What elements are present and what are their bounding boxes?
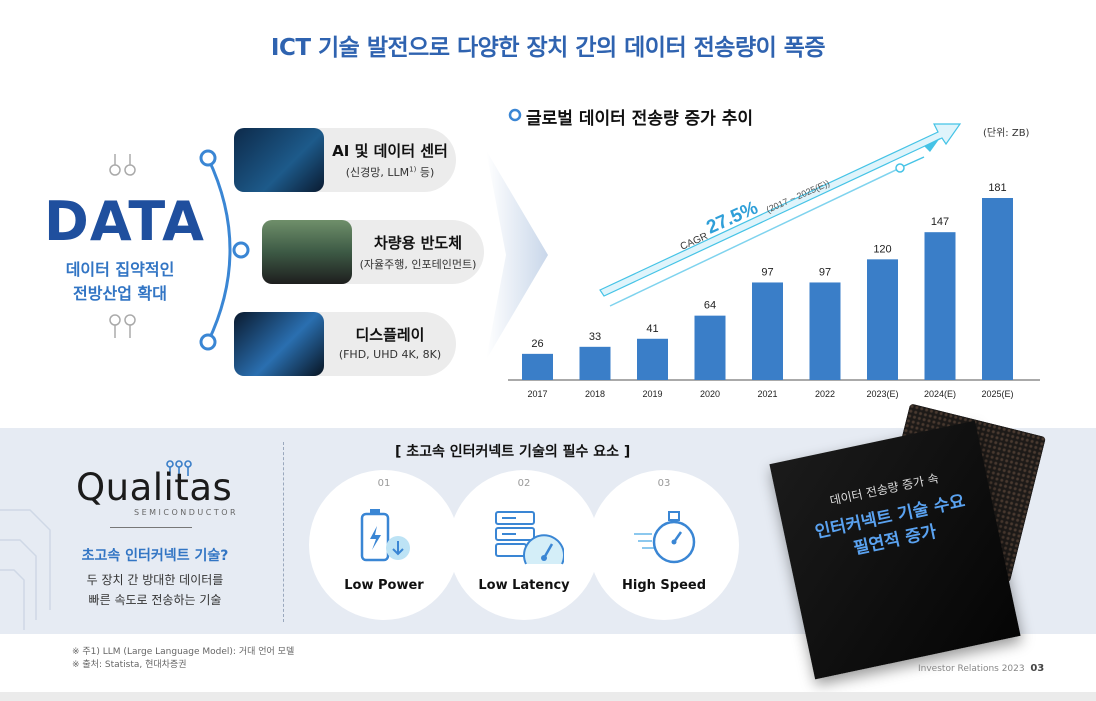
value-label-2019: 41 bbox=[646, 323, 658, 335]
value-label-2023(E): 120 bbox=[873, 243, 891, 255]
car-dashboard-image bbox=[262, 220, 352, 284]
server-gauge-icon bbox=[495, 511, 564, 565]
qualitas-divider bbox=[110, 527, 192, 528]
bar-2023(E) bbox=[867, 259, 898, 380]
bar-2025(E) bbox=[982, 198, 1013, 380]
tick-label-2018: 2018 bbox=[585, 389, 605, 399]
footnote-source: ※ 출처: Statista, 현대차증권 bbox=[72, 660, 187, 670]
chart-title: 글로벌 데이터 전송량 증가 추이 bbox=[526, 109, 753, 129]
data-word: DATA bbox=[44, 190, 205, 253]
bar-chart: CAGR 27.5% (2017 ~ 2025(E)) 26 2017 33 2018… bbox=[508, 123, 1040, 399]
curve-connector bbox=[199, 149, 250, 351]
pill-display: 디스플레이 (FHD, UHD 4K, 8K) bbox=[234, 312, 456, 376]
requirement-low-latency: 02 Low Latency bbox=[449, 470, 599, 620]
tick-label-2024(E): 2024(E) bbox=[924, 389, 956, 399]
bar-2017 bbox=[522, 353, 553, 380]
value-label-2022: 97 bbox=[819, 266, 831, 278]
requirements-title: [ 초고속 인터커넥트 기술의 필수 요소 ] bbox=[395, 444, 631, 460]
left-caption: 데이터 집약적인 전방산업 확대 bbox=[65, 260, 175, 303]
ai-chip-image bbox=[234, 128, 324, 192]
qualitas-logo-mark bbox=[166, 460, 192, 476]
value-label-2021: 97 bbox=[761, 266, 773, 278]
qualitas-logo-sub: SEMICONDUCTOR bbox=[134, 508, 239, 517]
connector-icon-bottom bbox=[109, 314, 136, 338]
tick-label-2017: 2017 bbox=[527, 389, 547, 399]
stopwatch-icon bbox=[634, 511, 696, 564]
tick-label-2019: 2019 bbox=[642, 389, 662, 399]
interconnect-definition: 두 장치 간 방대한 데이터를 빠른 속도로 전송하는 기술 bbox=[86, 573, 224, 607]
bar-2022 bbox=[809, 282, 841, 380]
circuit-decoration bbox=[0, 509, 51, 630]
pill-automotive: 차량용 반도체 (자율주행, 인포테인먼트) bbox=[262, 220, 484, 284]
footer: Investor Relations 2023 03 bbox=[918, 663, 1045, 674]
bar-2021 bbox=[752, 282, 783, 380]
bar-2024(E) bbox=[924, 232, 956, 380]
cagr-period: (2017 ~ 2025(E)) bbox=[765, 178, 831, 215]
battery-icon bbox=[360, 509, 410, 562]
value-label-2024(E): 147 bbox=[931, 216, 949, 228]
requirement-high-speed: 03 High Speed bbox=[589, 470, 739, 620]
bottom-strip bbox=[0, 692, 1096, 701]
bullet-ring-icon bbox=[508, 108, 522, 122]
bar-2018 bbox=[579, 346, 611, 380]
footnote-llm: ※ 주1) LLM (Large Language Model): 거대 언어 … bbox=[72, 647, 295, 657]
value-label-2025(E): 181 bbox=[988, 182, 1006, 194]
value-label-2017: 26 bbox=[531, 338, 543, 350]
requirement-low-power: 01 Low Power bbox=[309, 470, 459, 620]
bar-2020 bbox=[694, 315, 726, 380]
page-title: ICT 기술 발전으로 다양한 장치 간의 데이터 전송량이 폭증 bbox=[270, 35, 826, 61]
chart-unit: (단위: ZB) bbox=[983, 128, 1030, 139]
cagr-trend: CAGR 27.5% (2017 ~ 2025(E)) bbox=[599, 123, 962, 307]
interconnect-question: 초고속 인터커넥트 기술? bbox=[81, 548, 229, 564]
tick-label-2025(E): 2025(E) bbox=[981, 389, 1013, 399]
qualitas-logo: Qualitas bbox=[76, 466, 233, 509]
pill-ai-datacenter: AI 및 데이터 센터 (신경망, LLM1) 등) bbox=[234, 128, 456, 192]
tick-label-2023(E): 2023(E) bbox=[866, 389, 898, 399]
vertical-separator bbox=[283, 442, 284, 622]
display-chip-image bbox=[234, 312, 324, 376]
value-label-2020: 64 bbox=[704, 300, 716, 312]
value-label-2018: 33 bbox=[589, 331, 601, 343]
bar-2019 bbox=[637, 338, 668, 380]
connector-icon bbox=[109, 154, 136, 176]
tick-label-2022: 2022 bbox=[815, 389, 835, 399]
chevron-arrow bbox=[486, 150, 548, 360]
tick-label-2020: 2020 bbox=[700, 389, 720, 399]
tick-label-2021: 2021 bbox=[757, 389, 777, 399]
